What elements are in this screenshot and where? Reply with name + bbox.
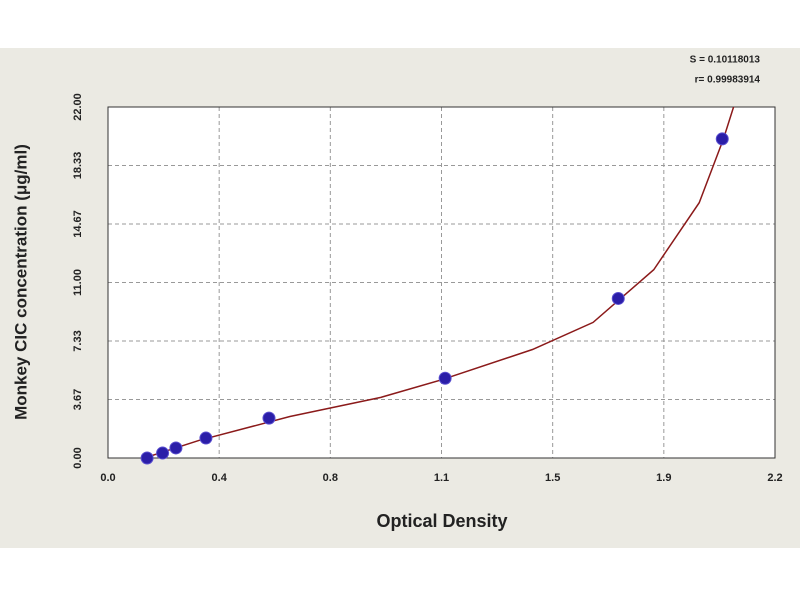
x-tick-label: 1.5 bbox=[545, 472, 560, 484]
data-point bbox=[156, 446, 170, 460]
data-point bbox=[199, 431, 213, 445]
annotation: r= 0.99983914 bbox=[695, 75, 761, 86]
y-axis-label: Monkey CIC concentration (μg/ml) bbox=[11, 144, 30, 420]
y-tick-label: 3.67 bbox=[72, 389, 84, 410]
y-tick-label: 22.00 bbox=[72, 93, 84, 121]
annotation: S = 0.10118013 bbox=[690, 55, 761, 66]
x-tick-label: 0.0 bbox=[100, 472, 115, 484]
y-tick-label: 7.33 bbox=[72, 330, 84, 351]
y-tick-label: 11.00 bbox=[72, 269, 84, 296]
x-tick-label: 1.9 bbox=[656, 472, 671, 484]
data-point bbox=[140, 451, 154, 465]
x-tick-label: 2.2 bbox=[767, 472, 782, 484]
y-tick-label: 18.33 bbox=[72, 152, 84, 180]
y-tick-label: 14.67 bbox=[72, 210, 84, 238]
data-point bbox=[262, 411, 276, 425]
data-point bbox=[715, 132, 729, 146]
x-tick-label: 0.8 bbox=[323, 472, 338, 484]
x-axis-label: Optical Density bbox=[376, 511, 507, 531]
data-point bbox=[611, 291, 625, 305]
plot-border bbox=[107, 106, 776, 459]
data-point bbox=[169, 441, 183, 455]
x-tick-label: 1.1 bbox=[434, 472, 449, 484]
x-tick-label: 0.4 bbox=[212, 472, 228, 484]
fit-curve bbox=[144, 107, 735, 458]
y-tick-label: 0.00 bbox=[72, 447, 84, 468]
data-point bbox=[438, 371, 452, 385]
